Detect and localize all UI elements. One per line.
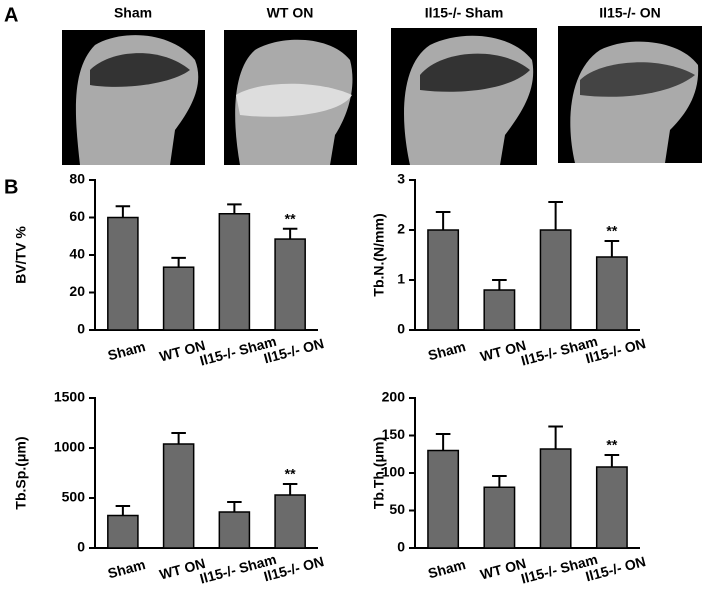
image-title: WT ON: [267, 5, 314, 21]
bar: [162, 443, 195, 549]
bar: [595, 466, 628, 549]
error-bar: [548, 425, 563, 449]
y-axis-label: Tb.Th.(μm): [371, 437, 387, 509]
image-title: Il15-/- ON: [599, 5, 660, 21]
microct-image: [224, 30, 357, 165]
bar: [595, 256, 628, 331]
y-tick-label: 1500: [54, 389, 85, 405]
x-tick-label: Sham: [426, 556, 467, 581]
bar: [107, 514, 139, 549]
error-bar: [435, 433, 451, 451]
error-bar: [227, 203, 242, 214]
error-bar: [115, 505, 131, 516]
microct-image: [62, 30, 205, 165]
bar: [218, 213, 251, 331]
y-axis-label: Tb.Sp.(μm): [13, 436, 29, 509]
y-tick-label: 40: [69, 246, 85, 262]
y-tick-label: 200: [382, 389, 406, 405]
x-tick-label: Sham: [106, 338, 147, 363]
bar: [162, 266, 195, 331]
y-tick-label: 20: [69, 283, 85, 299]
annotation: **: [285, 466, 296, 482]
y-tick-label: 1: [397, 271, 405, 287]
y-axis-label: BV/TV %: [13, 226, 29, 284]
x-tick-label: Sham: [426, 338, 467, 363]
bar: [427, 229, 460, 331]
bar: [539, 448, 572, 549]
y-tick-label: 150: [382, 426, 406, 442]
error-bar: [604, 454, 620, 467]
error-bar: [115, 205, 131, 218]
bar: [427, 449, 460, 549]
y-tick-label: 80: [69, 171, 85, 187]
bar: [107, 216, 139, 331]
error-bar: [604, 240, 620, 257]
y-tick-label: 100: [382, 464, 406, 480]
bar: [274, 238, 306, 331]
annotation: **: [606, 437, 617, 453]
microct-image: [558, 26, 702, 163]
bar: [483, 289, 516, 331]
annotation: **: [606, 223, 617, 239]
bar: [539, 229, 572, 331]
error-bar: [435, 211, 451, 230]
y-axis-label: Tb.N.(N/mm): [371, 213, 387, 296]
x-tick-label: Sham: [106, 556, 147, 581]
error-bar: [282, 227, 298, 240]
y-tick-label: 0: [77, 539, 85, 555]
y-tick-label: 2: [397, 221, 405, 237]
error-bar: [171, 432, 186, 444]
image-title: Sham: [114, 5, 152, 21]
y-tick-label: 0: [397, 321, 405, 337]
bar: [218, 511, 251, 549]
bar: [274, 494, 306, 549]
image-title: Il15-/- Sham: [425, 5, 504, 21]
y-tick-label: 500: [62, 489, 86, 505]
bar: [483, 486, 516, 549]
annotation: **: [285, 210, 296, 226]
y-tick-label: 50: [389, 501, 405, 517]
error-bar: [492, 279, 507, 290]
error-bar: [548, 201, 563, 230]
error-bar: [492, 475, 507, 488]
y-tick-label: 60: [69, 208, 85, 224]
panel-label: A: [4, 4, 18, 26]
error-bar: [227, 501, 242, 512]
y-tick-label: 0: [77, 321, 85, 337]
panel-label: B: [4, 176, 18, 198]
y-tick-label: 1000: [54, 439, 85, 455]
y-tick-label: 3: [397, 171, 405, 187]
y-tick-label: 0: [397, 539, 405, 555]
error-bar: [282, 483, 298, 495]
error-bar: [171, 256, 186, 268]
microct-image: [391, 28, 537, 166]
